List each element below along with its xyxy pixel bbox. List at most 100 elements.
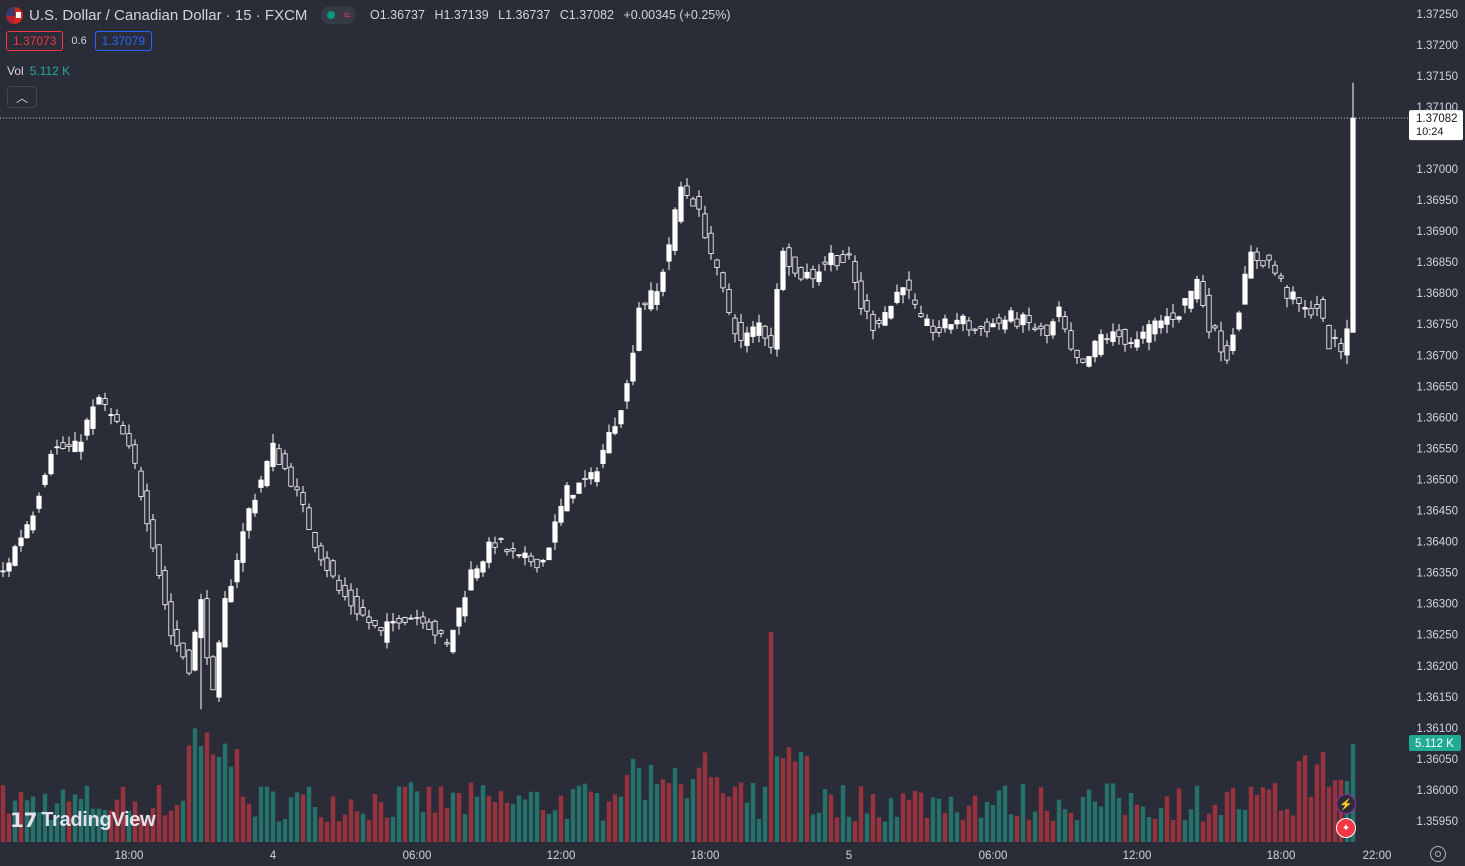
lightning-icon[interactable]: ⚡	[1336, 794, 1356, 814]
volume-bar	[264, 786, 270, 842]
volume-bar	[228, 766, 234, 842]
volume-bar	[1176, 788, 1182, 842]
candle-body	[1086, 356, 1092, 367]
sell-button[interactable]: 1.37073	[6, 31, 64, 51]
volume-bar	[516, 795, 522, 842]
candle-body	[1338, 343, 1344, 353]
candle-body	[834, 255, 840, 267]
volume-bar	[894, 816, 900, 842]
volume-bar	[870, 794, 876, 842]
volume-bar	[156, 785, 162, 842]
volume-bar	[816, 812, 822, 842]
volume-bar	[600, 820, 606, 842]
volume-bar	[720, 793, 726, 842]
volume-bar	[192, 728, 198, 842]
candle-body	[504, 549, 510, 553]
volume-bar	[996, 790, 1002, 842]
candle-body	[606, 432, 612, 454]
candle-body	[1266, 254, 1272, 261]
candle-body	[1122, 329, 1128, 345]
volume-bar	[954, 812, 960, 842]
candle-body	[96, 397, 102, 405]
last-volume-badge	[1409, 735, 1461, 751]
volume-bar	[780, 757, 786, 842]
volume-bar	[132, 801, 138, 842]
volume-bar	[1296, 761, 1302, 842]
volume-bar	[468, 782, 474, 842]
volume-bar	[222, 743, 228, 842]
candle-body	[738, 321, 744, 341]
volume-bar	[702, 752, 708, 842]
candle-body	[498, 538, 504, 541]
volume-bar	[1104, 783, 1110, 842]
volume-bar	[540, 810, 546, 842]
candle-body	[528, 555, 534, 563]
volume-bar	[312, 807, 318, 842]
volume-bar	[804, 755, 810, 842]
candle-body	[1116, 329, 1122, 338]
candle-body	[210, 656, 216, 691]
volume-bar	[162, 815, 168, 842]
volume-bar	[1200, 821, 1206, 842]
volume-bar	[834, 817, 840, 842]
volume-bar	[408, 782, 414, 842]
candle-body	[360, 607, 366, 616]
market-status-pill[interactable]: ≈	[321, 6, 357, 24]
collapse-legend-button[interactable]: ︿	[7, 86, 37, 108]
volume-bar	[276, 821, 282, 842]
volume-bar	[288, 797, 294, 842]
candle-body	[150, 519, 156, 549]
canada-flag-icon[interactable]: ✦	[1336, 818, 1356, 838]
volume-bar	[1038, 787, 1044, 842]
tradingview-logo[interactable]: 𝟭𝟳 TradingView	[10, 808, 156, 833]
volume-bar	[18, 791, 24, 842]
volume-bar	[618, 796, 624, 842]
candle-body	[60, 442, 66, 449]
candle-body	[1140, 331, 1146, 339]
candle-body	[180, 642, 186, 658]
price-tick-label: 1.37150	[1416, 71, 1458, 83]
volume-bar	[402, 786, 408, 842]
candle-body	[894, 291, 900, 303]
candle-body	[1128, 342, 1134, 344]
market-open-dot-icon	[327, 11, 336, 19]
candle-body	[462, 597, 468, 617]
volume-bar	[738, 782, 744, 842]
price-tick-label: 1.35950	[1416, 816, 1458, 828]
candle-body	[1284, 287, 1290, 299]
candle-body	[726, 289, 732, 314]
candle-body	[1200, 281, 1206, 306]
buy-button[interactable]: 1.37079	[94, 31, 153, 51]
candle-body	[564, 485, 570, 512]
candle-body	[1176, 316, 1182, 320]
candle-body	[696, 196, 702, 210]
candle-body	[846, 253, 852, 256]
settings-icon[interactable]	[1430, 846, 1446, 862]
candle-body	[1092, 340, 1098, 358]
volume-bar	[1170, 819, 1176, 842]
candle-body	[1134, 339, 1140, 348]
symbol-title[interactable]: U.S. Dollar / Canadian Dollar · 15 · FXC…	[29, 6, 308, 24]
candle-body	[366, 616, 372, 623]
candle-body	[522, 552, 528, 559]
candle-body	[786, 247, 792, 267]
volume-bar	[612, 794, 618, 842]
volume-bar	[1080, 796, 1086, 842]
volume-bar	[696, 767, 702, 842]
candle-body	[900, 287, 906, 296]
volume-bar	[72, 794, 78, 842]
volume-bar	[846, 816, 852, 842]
candle-body	[576, 482, 582, 494]
volume-bar	[660, 779, 666, 842]
volume-bar	[114, 799, 120, 842]
volume-bar	[0, 785, 6, 842]
price-tick-label: 1.36500	[1416, 474, 1458, 486]
volume-bar	[1164, 796, 1170, 842]
volume-bar	[1332, 780, 1338, 842]
candle-body	[1206, 294, 1212, 333]
candle-body	[852, 261, 858, 283]
volume-bar	[150, 808, 156, 842]
volume-bar	[366, 819, 372, 842]
volume-bar	[1098, 806, 1104, 842]
